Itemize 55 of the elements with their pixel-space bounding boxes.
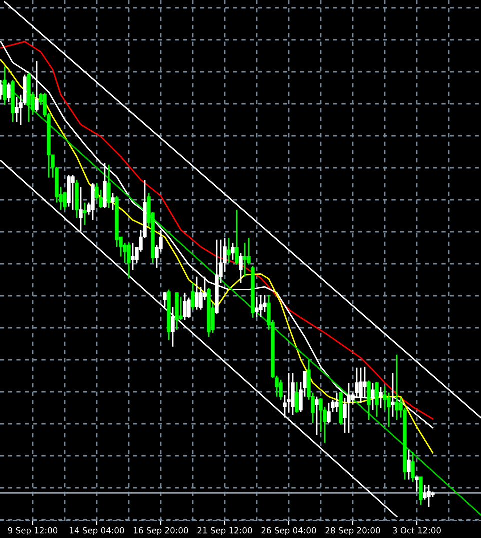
candlestick: [195, 276, 199, 311]
candlestick: [171, 306, 175, 348]
candlestick: [7, 82, 11, 103]
candlestick: [63, 191, 67, 211]
candlestick: [367, 380, 371, 421]
candlestick: [415, 476, 419, 493]
candlestick: [35, 60, 39, 113]
candlestick: [427, 484, 431, 508]
candlestick: [191, 282, 195, 311]
candlestick: [183, 292, 187, 321]
candlestick: [419, 476, 423, 506]
candlestick: [363, 366, 367, 399]
candlestick: [375, 381, 379, 418]
candlestick: [263, 294, 267, 313]
candlestick: [315, 396, 319, 436]
candlestick: [227, 237, 231, 264]
candlestick: [327, 402, 331, 424]
candlestick: [179, 296, 183, 321]
candlestick: [127, 242, 131, 279]
x-tick-label: 28 Sep 20:00: [326, 527, 380, 536]
candlestick: [243, 242, 247, 278]
candlestick: [239, 252, 243, 284]
x-tick-label: 9 Sep 12:00: [8, 527, 58, 536]
candlestick: [395, 354, 399, 421]
candlestick: [15, 96, 19, 123]
x-tick-label: 26 Sep 04:00: [262, 527, 316, 536]
candlestick: [231, 242, 235, 261]
candlestick: [255, 296, 259, 318]
x-tick-label: 3 Oct 12:00: [393, 527, 441, 534]
candlestick: [71, 174, 75, 211]
candlestick: [359, 367, 363, 404]
candlestick: [355, 367, 359, 399]
candlestick: [259, 294, 263, 318]
candlestick: [79, 186, 83, 233]
candlestick: [411, 451, 415, 483]
candlestick: [287, 372, 291, 414]
candlestick: [83, 202, 87, 226]
candlestick: [131, 242, 135, 271]
candlestick: [379, 386, 383, 409]
candlestick: [235, 209, 239, 266]
candlestick: [279, 379, 283, 401]
candlestick: [111, 192, 115, 211]
candlestick: [371, 382, 375, 411]
candlestick: [187, 297, 191, 319]
x-tick-label: 16 Sep 20:00: [134, 527, 188, 536]
candlestick: [295, 381, 299, 414]
candlestick: [0, 79, 3, 100]
x-tick-label: 14 Sep 04:00: [70, 527, 124, 536]
candlestick: [3, 66, 7, 106]
candlestick: [407, 449, 411, 480]
candlestick: [107, 164, 111, 209]
candlestick: [163, 291, 167, 308]
candlestick: [335, 392, 339, 413]
x-tick-label: 21 Sep 12:00: [198, 527, 252, 536]
candlestick: [391, 372, 395, 418]
